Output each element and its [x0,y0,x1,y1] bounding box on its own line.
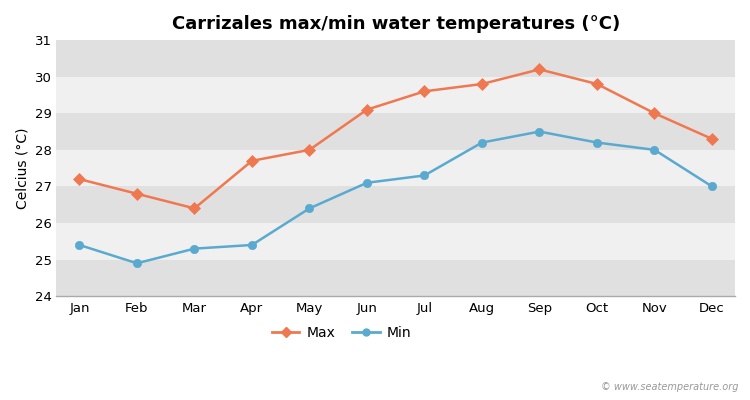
Bar [56,150,735,186]
Bar [56,186,735,223]
Y-axis label: Celcius (°C): Celcius (°C) [15,127,29,209]
Text: © www.seatemperature.org: © www.seatemperature.org [602,382,739,392]
Bar [56,77,735,113]
Bar [56,260,735,296]
Legend: Max, Min: Max, Min [266,320,417,346]
Bar [56,40,735,77]
Bar [56,223,735,260]
Title: Carrizales max/min water temperatures (°C): Carrizales max/min water temperatures (°… [172,15,620,33]
Bar [56,113,735,150]
